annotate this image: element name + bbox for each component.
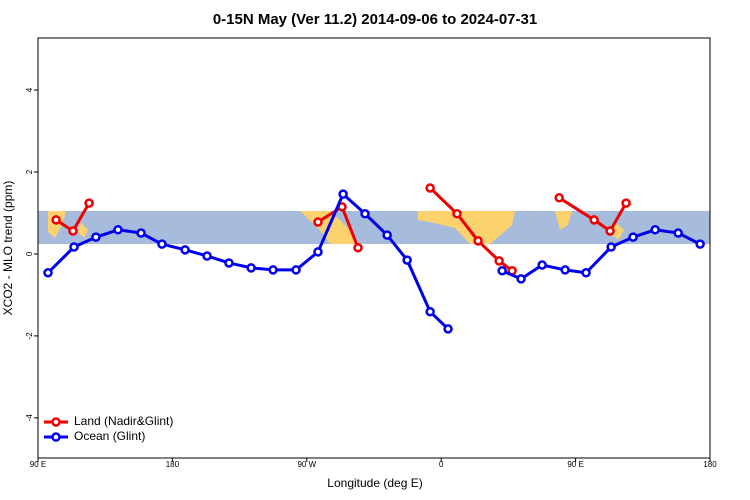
data-point — [69, 242, 79, 252]
data-point — [268, 265, 278, 275]
data-point — [560, 265, 570, 275]
data-point — [473, 236, 483, 246]
data-point — [51, 215, 61, 225]
data-point — [402, 255, 412, 265]
data-point — [516, 274, 526, 284]
data-point — [581, 268, 591, 278]
data-point — [68, 226, 78, 236]
x-tick-label: 180 — [166, 460, 180, 469]
data-point — [338, 189, 348, 199]
data-point — [452, 209, 462, 219]
y-tick-label: 2 — [25, 169, 34, 174]
data-point — [91, 232, 101, 242]
y-tick-label: 0 — [25, 251, 34, 256]
data-point — [425, 306, 435, 317]
data-point — [157, 239, 167, 249]
legend-label: Ocean (Glint) — [74, 429, 145, 443]
data-point — [621, 198, 631, 208]
data-point — [606, 242, 616, 252]
data-point — [136, 228, 146, 238]
legend-label: Land (Nadir&Glint) — [74, 414, 173, 428]
data-point — [113, 225, 123, 235]
x-tick-label: 90 W — [297, 460, 316, 469]
x-tick-label: 90 E — [567, 460, 583, 469]
y-tick-label: 4 — [25, 87, 34, 92]
data-point — [360, 209, 370, 219]
data-point — [313, 217, 323, 227]
data-point — [224, 258, 234, 268]
data-point — [353, 243, 363, 253]
x-tick-label: 180 — [703, 460, 717, 469]
data-point — [695, 239, 705, 249]
data-point — [554, 193, 564, 203]
data-point — [202, 251, 212, 261]
x-axis-label: Longitude (deg E) — [327, 476, 422, 490]
data-point — [313, 247, 323, 257]
data-point — [589, 215, 599, 225]
data-point — [494, 256, 504, 266]
x-tick-label: 90 E — [30, 460, 46, 469]
data-point — [673, 228, 683, 238]
y-axis-label: XCO2 - MLO trend (ppm) — [1, 181, 15, 316]
data-point — [84, 198, 94, 208]
data-point — [291, 265, 301, 275]
data-point — [443, 324, 453, 334]
data-point — [180, 245, 190, 255]
data-point — [628, 232, 638, 242]
legend-marker — [51, 432, 61, 442]
chart-title: 0-15N May (Ver 11.2) 2014-09-06 to 2024-… — [213, 11, 537, 28]
x-tick-label: 0 — [439, 460, 444, 469]
y-tick-label: -2 — [25, 332, 34, 340]
data-point — [425, 183, 435, 193]
y-tick-label: -4 — [25, 414, 34, 422]
plot-frame — [37, 37, 711, 459]
data-point — [246, 263, 256, 273]
data-point — [605, 226, 615, 236]
data-point — [382, 230, 392, 240]
data-point — [537, 260, 547, 270]
data-point — [497, 265, 507, 276]
data-point — [43, 268, 53, 278]
data-point — [650, 225, 660, 235]
legend-marker — [51, 417, 61, 427]
